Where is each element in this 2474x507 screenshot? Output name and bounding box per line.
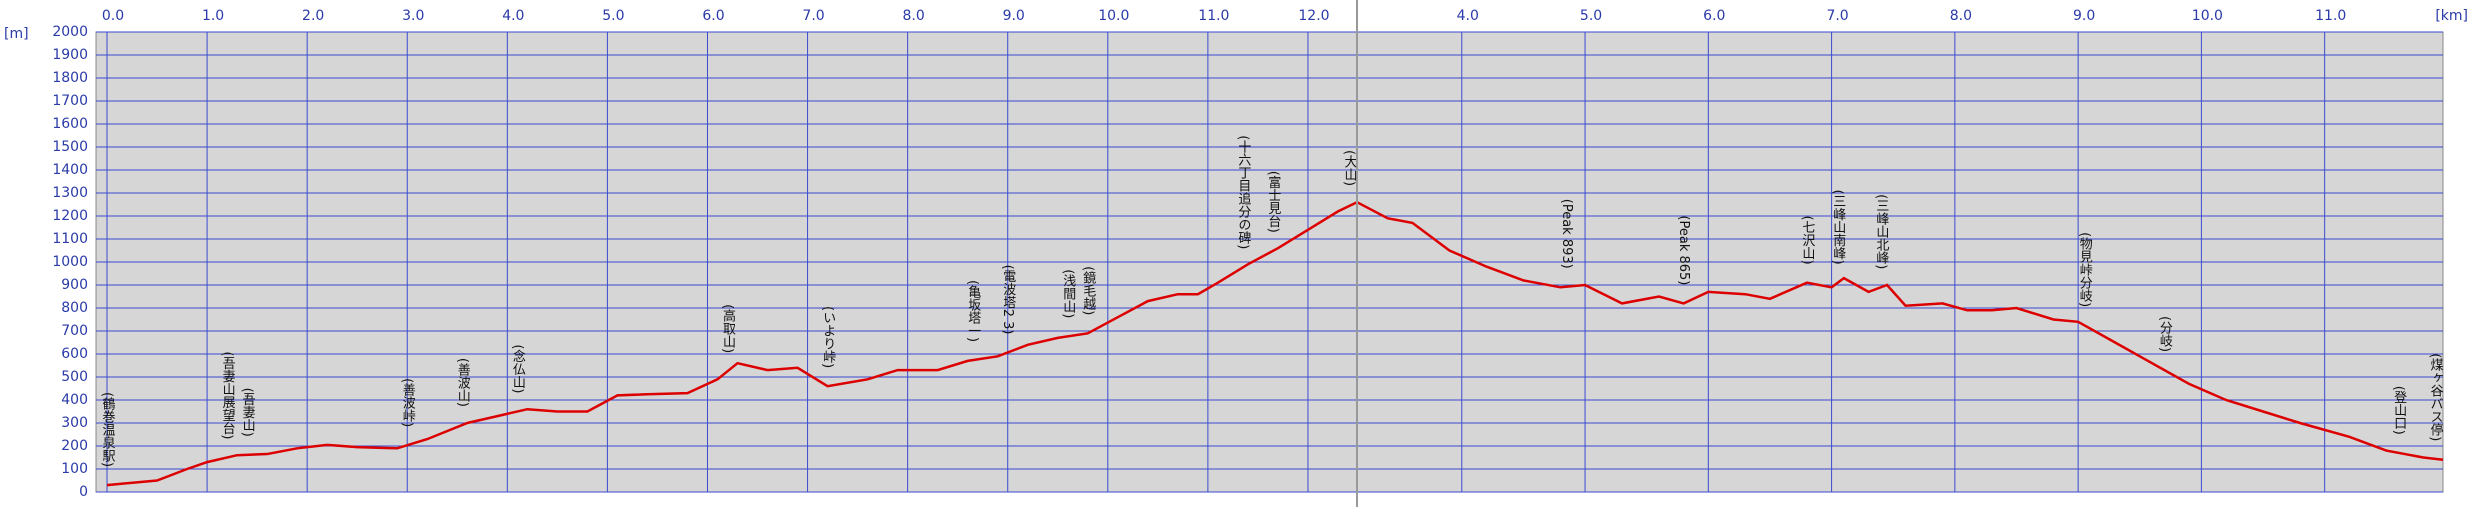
y-tick-label: 500 <box>61 369 88 385</box>
y-tick-label: 900 <box>61 277 88 293</box>
x-tick-label: 11.0 <box>2315 8 2346 24</box>
waypoint-label: (電波塔2 3) <box>1000 265 1016 335</box>
y-tick-label: 700 <box>61 323 88 339</box>
y-tick-label: 1900 <box>52 47 88 63</box>
y-tick-label: 1800 <box>52 70 88 86</box>
x-tick-label: 10.0 <box>1098 8 1129 24</box>
waypoint-label: (亀坂塔一) <box>965 280 981 342</box>
x-tick-label: 6.0 <box>1703 8 1725 24</box>
x-tick-label: 3.0 <box>402 8 424 24</box>
y-axis-label: [m] <box>4 26 29 42</box>
waypoint-label: (富士見台) <box>1265 171 1281 233</box>
x-tick-label: 7.0 <box>1826 8 1848 24</box>
waypoint-label: (Peak 893) <box>1559 199 1574 269</box>
waypoint-label: (煤ヶ谷バス停) <box>2428 353 2444 441</box>
x-tick-label: 5.0 <box>1580 8 1602 24</box>
x-tick-label: 0.0 <box>102 8 124 24</box>
waypoint-label: (三峰山北峰) <box>1873 194 1889 269</box>
waypoint-label: (Peak 865) <box>1676 215 1691 285</box>
waypoint-label: (物見峠分岐) <box>2077 232 2093 307</box>
y-tick-label: 1200 <box>52 208 88 224</box>
waypoint-label: (高取山) <box>720 304 736 353</box>
x-tick-label: 6.0 <box>702 8 724 24</box>
waypoint-label: (大山) <box>1342 150 1358 186</box>
x-tick-label: 4.0 <box>502 8 524 24</box>
waypoint-label: (念仏山) <box>510 344 526 393</box>
y-tick-label: 1700 <box>52 93 88 109</box>
waypoint-label: (十六丁目追分の碑) <box>1235 135 1251 249</box>
waypoint-label: (三峰山南峰) <box>1830 190 1846 265</box>
x-tick-label: 5.0 <box>602 8 624 24</box>
y-tick-label: 300 <box>61 415 88 431</box>
x-tick-label: 9.0 <box>1003 8 1025 24</box>
y-tick-label: 1100 <box>52 231 88 247</box>
y-tick-label: 1000 <box>52 254 88 270</box>
x-tick-label: 8.0 <box>903 8 925 24</box>
y-tick-label: 2000 <box>52 24 88 40</box>
x-tick-label: 4.0 <box>1457 8 1479 24</box>
x-tick-label: 10.0 <box>2192 8 2223 24</box>
waypoint-label: (鏡毛越) <box>1080 266 1096 315</box>
y-tick-label: 0 <box>79 484 88 500</box>
x-axis-label: [km] <box>2435 8 2468 24</box>
waypoint-label: (善波山) <box>455 358 471 407</box>
waypoint-label: (吾妻山展望台) <box>220 351 236 439</box>
y-tick-label: 600 <box>61 346 88 362</box>
y-tick-label: 1600 <box>52 116 88 132</box>
waypoint-label: (登山口) <box>2391 386 2407 435</box>
x-tick-label: 12.0 <box>1298 8 1329 24</box>
waypoint-label: (善波峠) <box>400 378 416 427</box>
y-tick-label: 100 <box>61 461 88 477</box>
waypoint-label: (鶴巻温泉駅) <box>100 392 116 467</box>
elevation-line <box>106 201 1358 487</box>
waypoint-label: (七沢山) <box>1799 216 1815 265</box>
elevation-line <box>1356 201 2444 462</box>
waypoint-label: (浅間山) <box>1060 269 1076 318</box>
y-tick-label: 800 <box>61 300 88 316</box>
waypoint-label: (吾妻山) <box>240 388 256 437</box>
waypoint-label: (いより峠) <box>820 306 836 368</box>
x-tick-label: 8.0 <box>1950 8 1972 24</box>
y-tick-label: 200 <box>61 438 88 454</box>
waypoint-label: (分岐) <box>2157 316 2173 352</box>
y-tick-label: 400 <box>61 392 88 408</box>
y-tick-label: 1300 <box>52 185 88 201</box>
y-tick-label: 1500 <box>52 139 88 155</box>
x-tick-label: 11.0 <box>1198 8 1229 24</box>
x-tick-label: 2.0 <box>302 8 324 24</box>
x-tick-label: 7.0 <box>802 8 824 24</box>
x-tick-label: 1.0 <box>202 8 224 24</box>
x-tick-label: 9.0 <box>2073 8 2095 24</box>
y-tick-label: 1400 <box>52 162 88 178</box>
